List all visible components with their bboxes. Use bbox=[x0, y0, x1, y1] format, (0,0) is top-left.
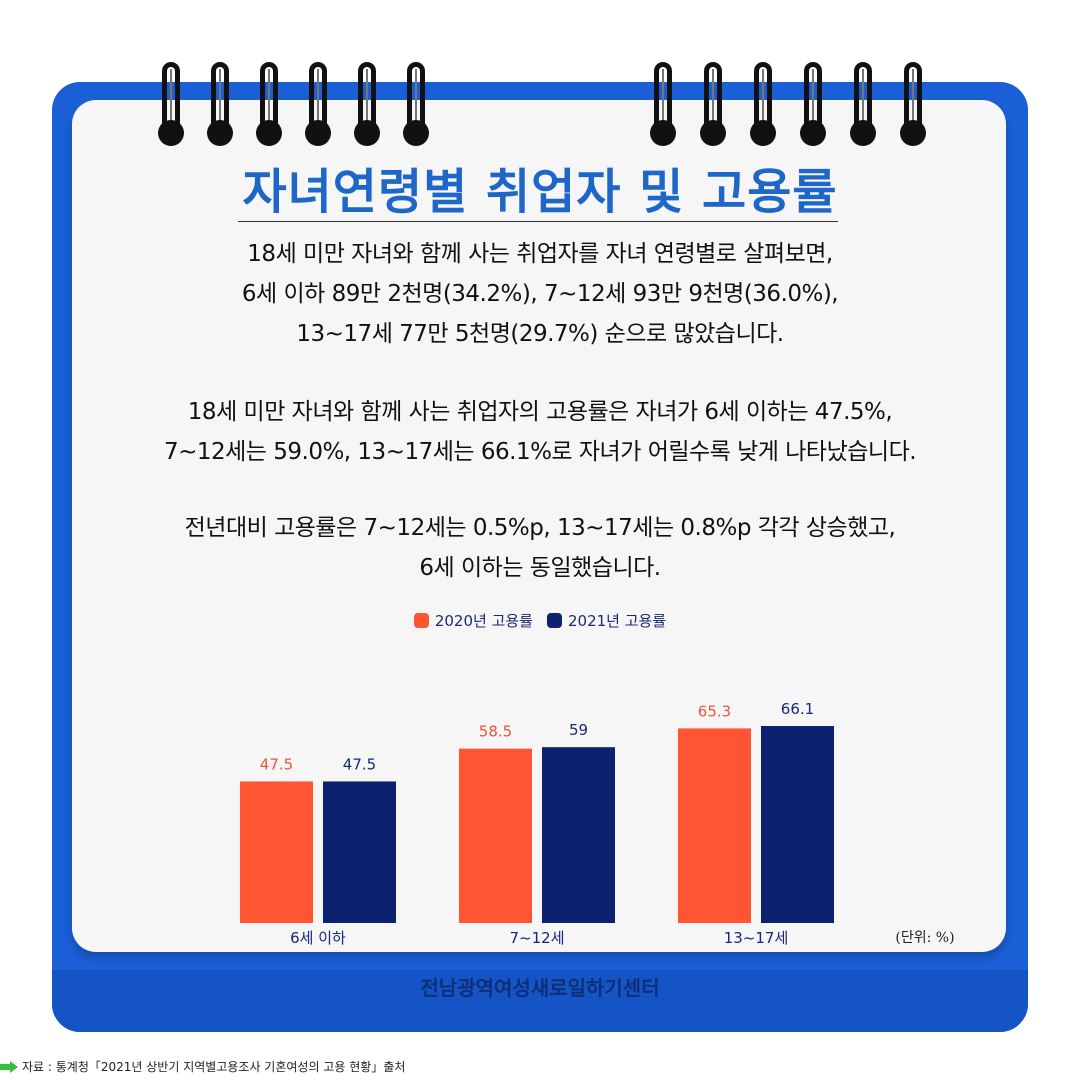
binder-ring-icon bbox=[207, 62, 233, 146]
binder-ring-icon bbox=[850, 62, 876, 146]
paragraph-line: 7~12세는 59.0%, 13~17세는 66.1%로 자녀가 어릴수록 낮게… bbox=[163, 439, 917, 465]
bar-value-label: 58.5 bbox=[479, 723, 512, 741]
chart-bar bbox=[678, 728, 751, 923]
paragraph-line: 6세 이하는 동일했습니다. bbox=[419, 555, 661, 581]
binder-ring-icon bbox=[800, 62, 826, 146]
legend-item-2021: 2021년 고용률 bbox=[547, 610, 666, 631]
calendar-frame-bottom bbox=[52, 970, 1028, 1032]
chart-bar bbox=[240, 781, 313, 923]
arrow-right-icon bbox=[0, 1060, 18, 1073]
chart-bar bbox=[761, 726, 834, 923]
paragraph-yoy-change: 전년대비 고용률은 7~12세는 0.5%p, 13~17세는 0.8%p 각각… bbox=[100, 508, 980, 588]
bar-value-label: 66.1 bbox=[781, 700, 814, 718]
paragraph-employment-rate: 18세 미만 자녀와 함께 사는 취업자의 고용률은 자녀가 6세 이하는 47… bbox=[100, 392, 980, 472]
binder-ring-icon bbox=[650, 62, 676, 146]
legend-swatch-2020 bbox=[413, 613, 429, 628]
calendar-paper bbox=[72, 100, 1006, 952]
category-label: 7~12세 bbox=[510, 929, 565, 947]
binder-ring-icon bbox=[900, 62, 926, 146]
source-text: 자료 : 통계청「2021년 상반기 지역별고용조사 기혼여성의 고용 현황」출… bbox=[22, 1060, 406, 1074]
binder-ring-icon bbox=[700, 62, 726, 146]
bar-value-label: 47.5 bbox=[343, 755, 376, 773]
paragraph-line: 18세 미만 자녀와 함께 사는 취업자를 자녀 연령별로 살펴보면, bbox=[247, 241, 833, 267]
binder-ring-icon bbox=[750, 62, 776, 146]
paragraph-employed-by-age: 18세 미만 자녀와 함께 사는 취업자를 자녀 연령별로 살펴보면, 6세 이… bbox=[100, 234, 980, 354]
chart-legend: 2020년 고용률 2021년 고용률 bbox=[0, 610, 1080, 631]
legend-swatch-2021 bbox=[547, 613, 562, 628]
binder-ring-icon bbox=[305, 62, 331, 146]
page-title: 자녀연령별 취업자 및 고용률 bbox=[242, 164, 838, 220]
title-divider bbox=[238, 221, 838, 222]
legend-label-2021: 2021년 고용률 bbox=[568, 612, 667, 630]
unit-label: (단위: %) bbox=[895, 930, 954, 946]
chart-bar bbox=[542, 747, 615, 923]
category-label: 13~17세 bbox=[724, 929, 789, 947]
legend-label-2020: 2020년 고용률 bbox=[434, 612, 533, 630]
paragraph-line: 18세 미만 자녀와 함께 사는 취업자의 고용률은 자녀가 6세 이하는 47… bbox=[187, 399, 893, 425]
source-note: 자료 : 통계청「2021년 상반기 지역별고용조사 기혼여성의 고용 현황」출… bbox=[0, 1058, 405, 1075]
paragraph-line: 전년대비 고용률은 7~12세는 0.5%p, 13~17세는 0.8%p 각각… bbox=[184, 515, 896, 541]
footer-organization: 전남광역여성새로일하기센터 bbox=[420, 976, 660, 1000]
category-label: 6세 이하 bbox=[290, 929, 346, 947]
chart-bar bbox=[323, 781, 396, 923]
paragraph-line: 6세 이하 89만 2천명(34.2%), 7~12세 93만 9천명(36.0… bbox=[241, 281, 839, 307]
chart-bar bbox=[459, 748, 532, 923]
binder-ring-icon bbox=[403, 62, 429, 146]
bar-value-label: 65.3 bbox=[698, 702, 731, 720]
bar-value-label: 59 bbox=[569, 721, 588, 739]
legend-item-2020: 2020년 고용률 bbox=[413, 610, 533, 631]
binder-ring-icon bbox=[354, 62, 380, 146]
binder-ring-icon bbox=[158, 62, 184, 146]
binder-ring-icon bbox=[256, 62, 282, 146]
paragraph-line: 13~17세 77만 5천명(29.7%) 순으로 많았습니다. bbox=[296, 321, 784, 347]
bar-value-label: 47.5 bbox=[260, 755, 293, 773]
